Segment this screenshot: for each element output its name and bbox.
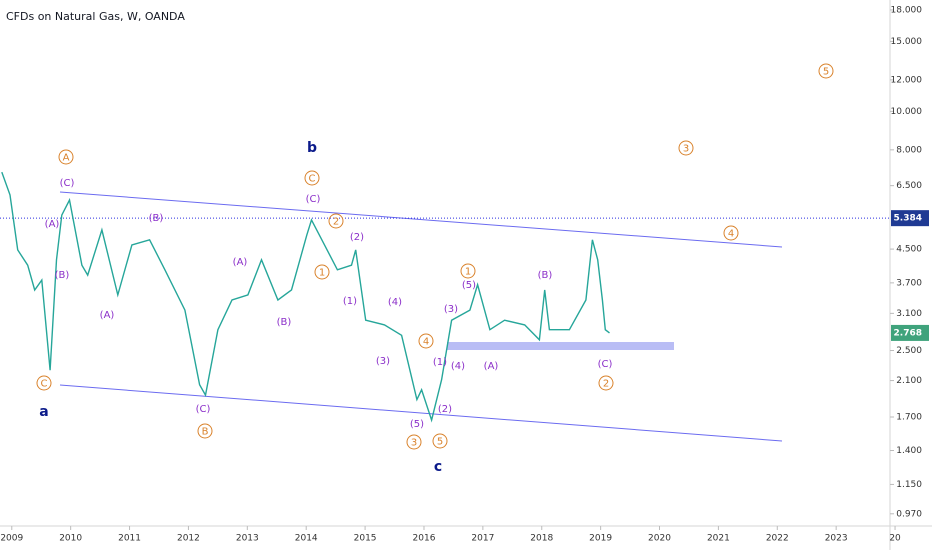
paren-label: (4) (451, 361, 465, 372)
x-tick-label: 2014 (295, 534, 318, 544)
circled-label: 3 (411, 438, 417, 449)
wave-circle (406, 434, 422, 450)
channel-lower (59, 384, 783, 442)
circled-label: 4 (728, 229, 734, 240)
circled-label: 2 (333, 217, 339, 228)
x-tick-label: 2018 (530, 534, 553, 544)
x-tick-label: 2015 (354, 534, 377, 544)
paren-label: (B) (538, 270, 553, 281)
circled-label: 4 (423, 337, 429, 348)
circled-label: B (202, 427, 209, 438)
wave-circle (314, 264, 330, 280)
paren-label: (B) (149, 213, 164, 224)
wave-label: a (39, 404, 48, 420)
paren-label: (C) (196, 404, 211, 415)
wave-circle (304, 170, 320, 186)
paren-label: (A) (233, 257, 248, 268)
x-tick-label: 2020 (648, 534, 671, 544)
paren-label: (B) (55, 270, 70, 281)
y-tick-label: 1.700 (896, 413, 922, 423)
y-tick-label: 3.100 (896, 309, 922, 319)
paren-label: (A) (484, 361, 499, 372)
price-tag (891, 324, 929, 341)
x-tick-label: 2019 (589, 534, 612, 544)
x-tick-label: 2011 (118, 534, 141, 544)
paren-label: (3) (376, 356, 390, 367)
y-tick-label: 12.000 (891, 75, 923, 85)
paren-label: (2) (438, 404, 452, 415)
wave-circle (723, 225, 739, 241)
circled-label: 3 (683, 144, 689, 155)
wave-circle (460, 263, 476, 279)
y-tick-label: 8.000 (896, 145, 922, 155)
y-tick-label: 18.000 (891, 5, 923, 15)
marker-tag-label: 5.384 (894, 214, 922, 224)
y-tick-label: 6.500 (896, 181, 922, 191)
y-tick-label: 3.700 (896, 278, 922, 288)
x-tick-label: 2016 (413, 534, 436, 544)
wave-circle (36, 375, 52, 391)
y-tick-label: 15.000 (891, 37, 923, 47)
y-tick-label: 1.400 (896, 446, 922, 456)
circled-label: C (309, 174, 316, 185)
x-tick-label: 2023 (825, 534, 848, 544)
paren-label: (4) (388, 297, 402, 308)
paren-label: (3) (444, 304, 458, 315)
circled-label: 2 (603, 379, 609, 390)
x-tick-label: 2010 (59, 534, 82, 544)
wave-label: c (434, 459, 442, 475)
circled-label: A (63, 153, 70, 164)
paren-label: (2) (350, 232, 364, 243)
y-tick-label: 1.150 (896, 480, 922, 490)
paren-label: (A) (45, 219, 60, 230)
y-tick-label: 4.500 (896, 245, 922, 255)
x-tick-label: 2021 (707, 534, 730, 544)
y-tick-label: 2.100 (896, 376, 922, 386)
paren-label: (C) (60, 178, 75, 189)
x-tick-label: 20 (889, 534, 901, 544)
price-tag-label: 2.768 (894, 328, 922, 338)
paren-label: (1) (433, 357, 447, 368)
paren-label: (C) (306, 194, 321, 205)
wave-circle (418, 333, 434, 349)
x-tick-label: 2012 (177, 534, 200, 544)
paren-label: (B) (277, 317, 292, 328)
wave-circle (197, 423, 213, 439)
circled-label: 5 (437, 437, 443, 448)
chart-title: CFDs on Natural Gas, W, OANDA (6, 10, 185, 23)
y-tick-label: 2.500 (896, 346, 922, 356)
circled-label: 5 (823, 67, 829, 78)
wave-circle (328, 213, 344, 229)
paren-label: (C) (598, 359, 613, 370)
paren-label: (A) (100, 310, 115, 321)
paren-label: (5) (410, 419, 424, 430)
wave-circle (598, 375, 614, 391)
y-tick-label: 0.970 (896, 509, 922, 519)
channel-upper (59, 191, 783, 248)
wave-circle (678, 140, 694, 156)
price-line (1, 171, 610, 423)
wave-label: b (307, 140, 317, 156)
wave-circle (818, 63, 834, 79)
circled-label: 1 (319, 268, 325, 279)
y-tick-label: 10.000 (891, 107, 923, 117)
circled-label: C (41, 379, 48, 390)
x-tick-label: 2017 (471, 534, 494, 544)
marker-tag (891, 210, 929, 227)
wave-circle (432, 433, 448, 449)
wave-circle (58, 149, 74, 165)
x-tick-label: 2013 (236, 534, 259, 544)
x-tick-label: 2022 (766, 534, 789, 544)
paren-label: (1) (343, 296, 357, 307)
support-zone (447, 342, 674, 350)
paren-label: (5) (462, 280, 476, 291)
circled-label: 1 (465, 267, 471, 278)
x-tick-label: 2009 (0, 534, 23, 544)
